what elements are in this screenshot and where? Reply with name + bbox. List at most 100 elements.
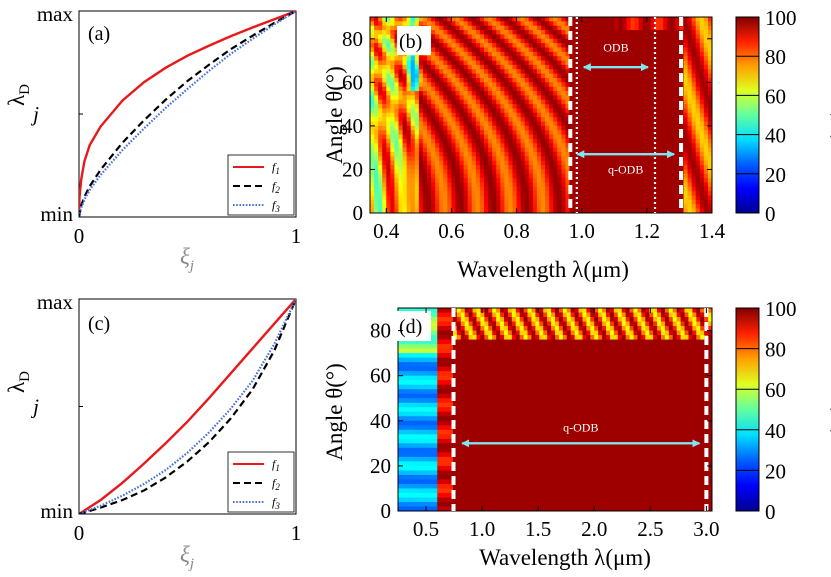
heat-cell <box>573 143 579 149</box>
heat-cell <box>565 130 571 136</box>
heat-cell <box>500 143 505 149</box>
heat-cell <box>630 208 636 213</box>
heat-cell <box>626 21 632 27</box>
heat-cell <box>508 51 514 57</box>
heat-cell <box>675 147 681 153</box>
heat-cell <box>622 169 628 175</box>
heat-cell <box>593 191 599 197</box>
heat-cell <box>394 204 400 210</box>
heat-cell <box>650 156 656 162</box>
heat-cell <box>606 25 611 31</box>
heat-cell <box>508 86 514 92</box>
heat-cell <box>638 195 644 201</box>
heat-cell <box>551 308 556 314</box>
heat-cell <box>691 108 697 114</box>
heat-cell <box>593 169 599 175</box>
heat-cell <box>594 335 599 341</box>
heat-cell <box>691 51 697 57</box>
heat-cell <box>431 25 436 31</box>
heat-cell <box>504 191 510 197</box>
heat-cell <box>573 86 579 92</box>
heat-cell <box>520 199 526 205</box>
heat-cell <box>650 143 656 149</box>
heat-cell <box>532 51 538 57</box>
heat-cell <box>618 69 624 75</box>
heat-cell <box>422 21 428 27</box>
heat-cell <box>520 73 526 79</box>
heat-cell <box>437 353 442 359</box>
heat-cell <box>553 21 558 27</box>
heat-cell <box>699 178 705 184</box>
heat-cell <box>543 317 548 323</box>
heat-cell <box>606 104 611 110</box>
heat-cell <box>439 104 444 110</box>
heat-cell <box>622 91 628 96</box>
heat-cell <box>625 362 631 368</box>
heat-cell <box>455 47 461 53</box>
heat-cell <box>402 173 408 179</box>
heat-cell <box>508 208 514 213</box>
heat-cell <box>516 147 522 153</box>
heat-cell <box>638 191 644 197</box>
heat-cell <box>703 77 709 83</box>
heat-cell <box>586 357 591 363</box>
heat-cell <box>431 143 436 149</box>
heat-cell <box>467 108 473 114</box>
heat-cell <box>447 30 453 36</box>
heat-cell <box>577 147 583 153</box>
heat-cell <box>386 204 391 210</box>
heat-cell <box>696 312 701 318</box>
heat-cell <box>650 125 656 131</box>
heat-cell <box>459 117 465 123</box>
heat-cell <box>655 25 660 31</box>
heat-cell <box>598 156 603 162</box>
heat-cell <box>691 38 697 44</box>
heat-cell <box>606 34 611 40</box>
heat-cell <box>687 30 693 36</box>
heat-cell <box>549 25 554 31</box>
heat-cell <box>553 82 558 88</box>
heat-cell <box>484 173 489 179</box>
heat-cell <box>660 357 666 363</box>
heat-cell <box>557 125 562 131</box>
heat-cell <box>691 204 697 210</box>
heat-cell <box>655 160 660 166</box>
heat-cell <box>496 60 501 66</box>
heat-cell <box>410 104 416 110</box>
heat-cell <box>688 339 693 345</box>
heat-cell <box>378 112 383 118</box>
heat-cell <box>667 51 672 57</box>
heat-cell <box>370 199 375 205</box>
heat-cell <box>427 64 432 70</box>
heat-cell <box>390 47 396 53</box>
heat-cell <box>625 312 631 318</box>
heat-cell <box>634 173 640 179</box>
heat-cell <box>691 147 697 153</box>
heat-cell <box>528 173 534 179</box>
heat-cell <box>451 21 457 27</box>
heat-cell <box>516 91 522 96</box>
heat-cell <box>565 86 571 92</box>
heat-cell <box>626 134 632 140</box>
heat-cell <box>545 191 550 197</box>
heat-cell <box>479 60 485 66</box>
heat-cell <box>471 91 477 96</box>
heat-cell <box>671 34 676 40</box>
heat-cell <box>642 104 648 110</box>
heat-cell <box>414 204 420 210</box>
heat-cell <box>410 178 416 184</box>
heat-cell <box>422 130 428 136</box>
heat-cell <box>707 156 712 162</box>
heat-cell <box>561 165 567 171</box>
heat-cell <box>427 143 432 149</box>
heat-cell <box>551 330 556 336</box>
heat-cell <box>512 104 518 110</box>
heat-cell <box>467 160 473 166</box>
heat-cell <box>443 77 448 83</box>
heat-cell <box>439 86 444 92</box>
heat-cell <box>625 317 631 323</box>
heat-cell <box>422 199 428 205</box>
heat-cell <box>500 191 505 197</box>
heat-cell <box>663 91 668 96</box>
heat-cell <box>422 152 428 157</box>
